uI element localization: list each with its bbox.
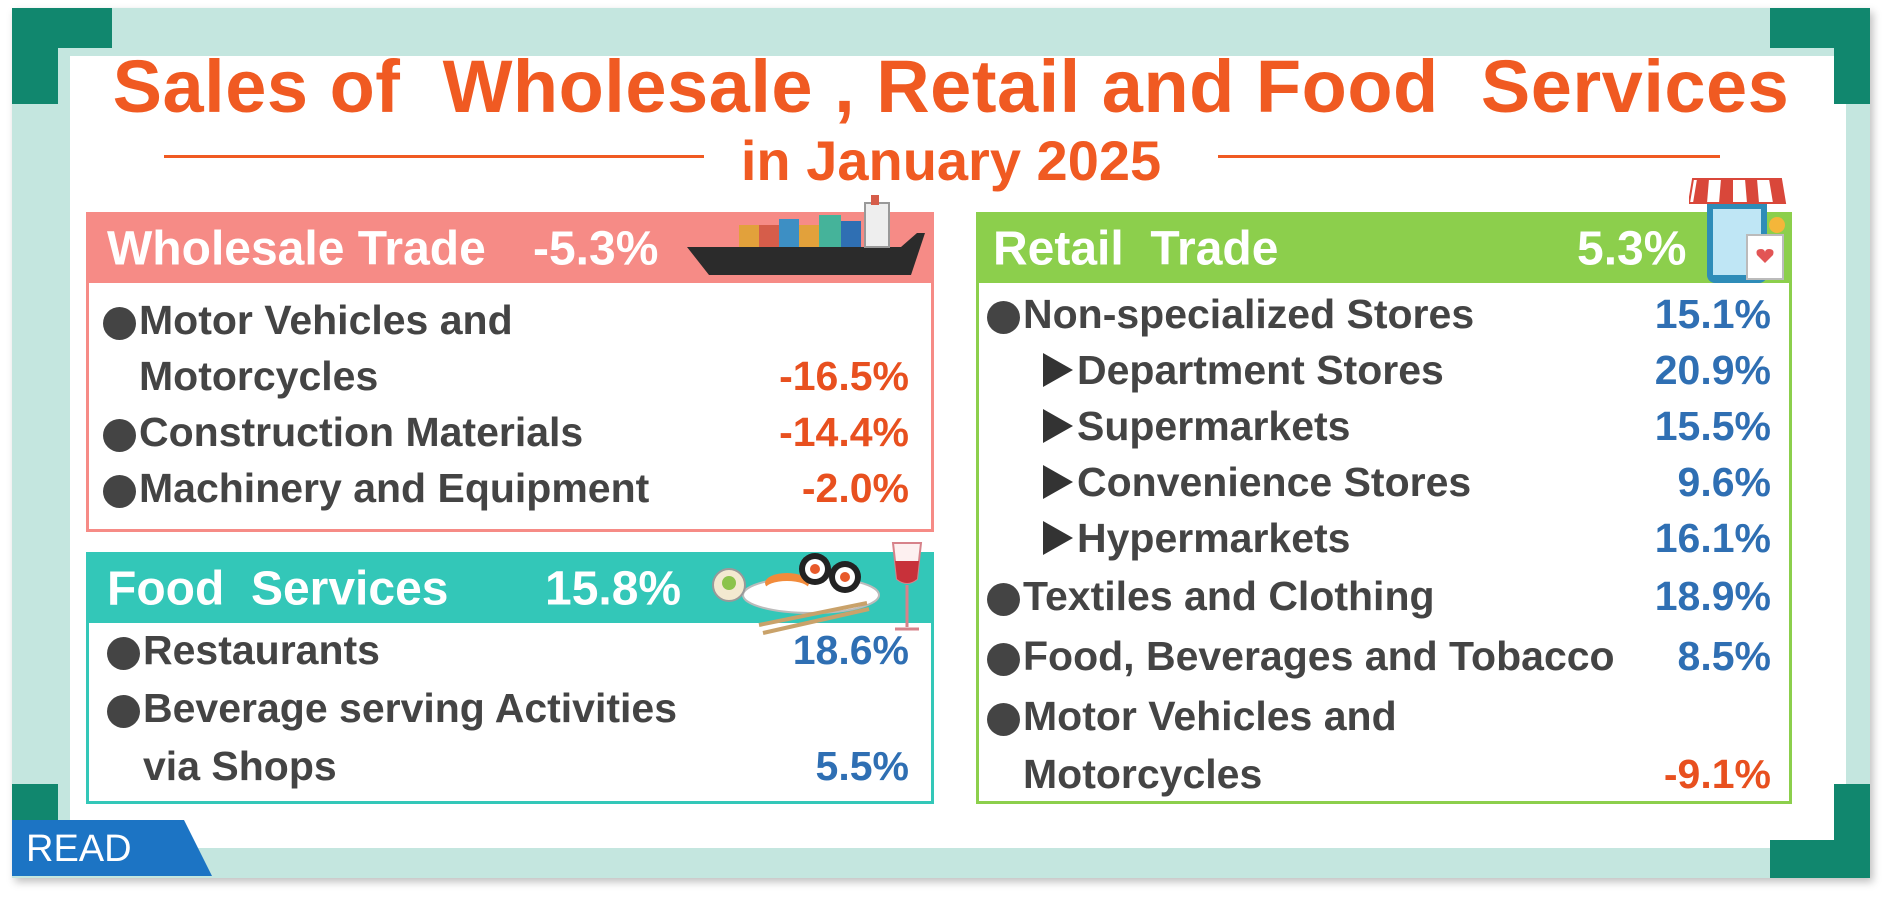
food-value: 15.8% (545, 562, 682, 616)
retail-item-8-value: -9.1% (1663, 751, 1771, 797)
bullet-icon (103, 307, 136, 340)
sushi-wine-icon (712, 542, 923, 635)
arrow-right-icon (1043, 409, 1073, 443)
food-item-1-label: Restaurants (143, 627, 380, 673)
read-button-label: READ (26, 828, 132, 870)
corner-top-right-v (1834, 8, 1870, 104)
title-rule-left (164, 155, 704, 158)
bullet-icon (987, 583, 1020, 616)
retail-item-3-label: Supermarkets (1077, 403, 1351, 449)
retail-item-5-value: 16.1% (1654, 515, 1771, 561)
wholesale-item-2-label: Construction Materials (139, 409, 584, 455)
food-item-2-line2: via Shops (143, 743, 337, 789)
retail-item-1-label: Non-specialized Stores (1023, 291, 1475, 337)
retail-value: 5.3% (1577, 222, 1687, 276)
retail-panel: Retail Trade 5.3% Non-specialized Stores… (976, 178, 1792, 804)
retail-item-3-value: 15.5% (1654, 403, 1771, 449)
food-item-2-value: 5.5% (815, 743, 909, 789)
bullet-icon (987, 301, 1020, 334)
food-header: Food Services 15.8% (89, 555, 931, 623)
retail-item-7-value: 8.5% (1677, 633, 1771, 679)
retail-item-6-value: 18.9% (1654, 573, 1771, 619)
wholesale-panel: Wholesale Trade -5.3% Motor Vehicles and… (86, 195, 934, 532)
retail-item-2-label: Department Stores (1077, 347, 1444, 393)
retail-item-5-label: Hypermarkets (1077, 515, 1351, 561)
retail-header: Retail Trade 5.3% (979, 215, 1789, 283)
retail-item-7-label: Food, Beverages and Tobacco (1023, 633, 1615, 679)
shop-phone-icon (1689, 178, 1787, 283)
bullet-icon (103, 475, 136, 508)
arrow-right-icon (1043, 465, 1073, 499)
food-item-1-value: 18.6% (792, 627, 909, 673)
bullet-icon (103, 419, 136, 452)
wholesale-item-2-value: -14.4% (779, 409, 909, 455)
bullet-icon (107, 695, 140, 728)
retail-item-1-value: 15.1% (1654, 291, 1771, 337)
bullet-icon (107, 637, 140, 670)
food-panel: Food Services 15.8% Restaurants 18.6% Be… (86, 542, 934, 804)
bullet-icon (987, 643, 1020, 676)
title-rule-right (1218, 155, 1720, 158)
arrow-right-icon (1043, 353, 1073, 387)
wholesale-item-3-value: -2.0% (801, 465, 909, 511)
cargo-ship-icon (687, 195, 925, 275)
bullet-icon (987, 703, 1020, 736)
retail-item-2-value: 20.9% (1654, 347, 1771, 393)
retail-item-8-line1: Motor Vehicles and (1023, 693, 1397, 739)
corner-bottom-left-v (12, 784, 58, 824)
retail-item-8-line2: Motorcycles (1023, 751, 1263, 797)
wholesale-value: -5.3% (533, 222, 659, 276)
wholesale-item-1-value: -16.5% (779, 353, 909, 399)
wholesale-item-1-line2: Motorcycles (139, 353, 379, 399)
read-button[interactable]: READ (12, 820, 212, 876)
wholesale-item-3-label: Machinery and Equipment (139, 465, 650, 511)
retail-item-4-value: 9.6% (1677, 459, 1771, 505)
retail-item-6-label: Textiles and Clothing (1023, 573, 1435, 619)
food-item-2-line1: Beverage serving Activities (143, 685, 678, 731)
corner-bottom-right-v (1834, 784, 1870, 878)
retail-label: Retail Trade (993, 222, 1279, 276)
page-subtitle: in January 2025 (740, 129, 1162, 192)
retail-item-4-label: Convenience Stores (1077, 459, 1472, 505)
page-title: Sales of Wholesale , Retail and Food Ser… (112, 45, 1790, 128)
corner-top-left-v (12, 8, 58, 104)
wholesale-label: Wholesale Trade (107, 222, 486, 276)
arrow-right-icon (1043, 521, 1073, 555)
read-button-shape (12, 820, 212, 876)
wholesale-item-1-line1: Motor Vehicles and (139, 297, 513, 343)
food-label: Food Services (107, 562, 449, 616)
